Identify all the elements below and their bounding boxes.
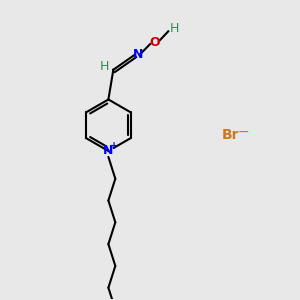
Text: N: N [103, 145, 114, 158]
Text: Br: Br [221, 128, 239, 142]
Text: +: + [110, 141, 118, 151]
Text: H: H [169, 22, 179, 35]
Text: −: − [237, 125, 249, 139]
Text: N: N [133, 49, 144, 62]
Text: O: O [150, 36, 160, 49]
Text: H: H [100, 60, 109, 73]
